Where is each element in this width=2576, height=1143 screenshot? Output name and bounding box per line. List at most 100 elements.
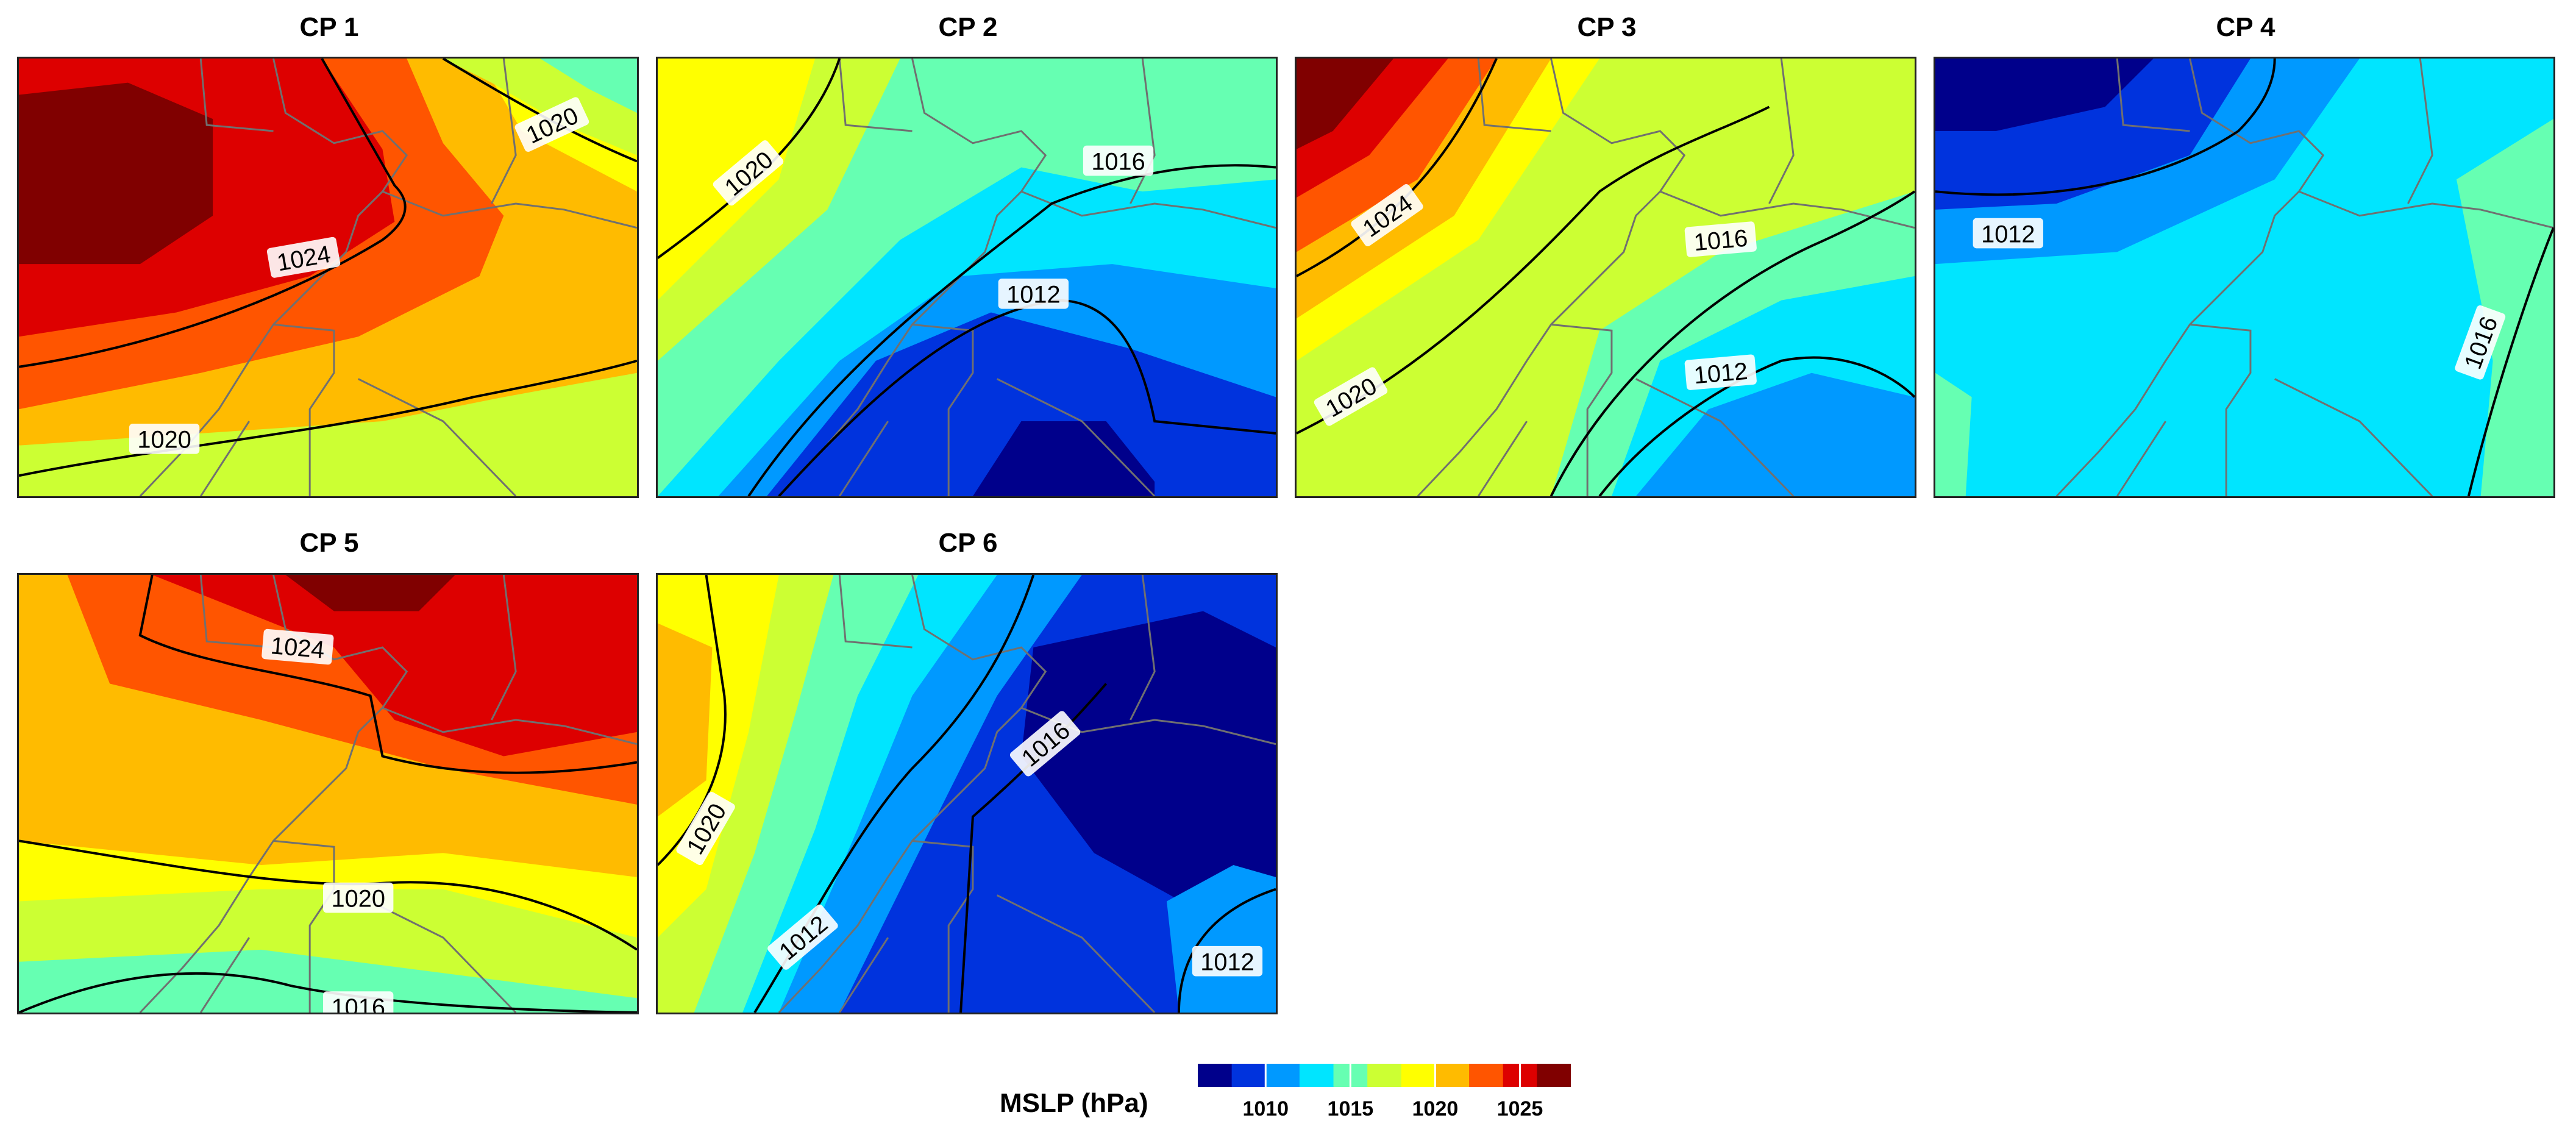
isobar-line <box>1598 356 1915 496</box>
legend-swatch <box>1435 1064 1470 1087</box>
coastline <box>1020 190 1276 229</box>
isobar-line <box>747 164 1276 496</box>
coastline <box>912 323 974 496</box>
isobar-line <box>1550 190 1915 496</box>
coastline <box>912 839 974 1013</box>
pressure-band <box>1297 59 1394 149</box>
coastline <box>1417 59 1686 496</box>
coastline <box>358 378 517 496</box>
legend-swatch <box>1401 1064 1436 1087</box>
coastline <box>997 894 1156 1013</box>
panel-title-cp4: CP 4 <box>2216 12 2275 42</box>
coastline <box>139 59 408 496</box>
coastline <box>1477 59 1551 132</box>
legend-swatch <box>1299 1064 1334 1087</box>
coastline <box>2298 190 2553 229</box>
coastline <box>382 707 637 746</box>
isobar-label-bg <box>998 278 1069 309</box>
isobar-label-bg <box>1684 354 1757 390</box>
pressure-band <box>1935 372 1972 496</box>
coastline <box>838 937 889 1013</box>
isobar-line <box>1935 59 2276 196</box>
isobar-label: 1016 <box>331 994 385 1013</box>
coastline <box>273 323 335 496</box>
isobar-label: 1016 <box>1693 225 1749 256</box>
pressure-band <box>285 575 455 611</box>
panel-title-cp3: CP 3 <box>1577 12 1637 42</box>
coastline <box>778 59 1047 496</box>
pressure-band <box>19 372 637 496</box>
isobar-line <box>1297 105 1770 435</box>
pressure-band <box>1021 611 1276 914</box>
isobar-label-bg <box>266 237 341 278</box>
isobar-line <box>1297 59 1498 277</box>
isobar-label-bg <box>1684 221 1757 257</box>
mslp-map: 1024 1020 1016 <box>19 575 637 1013</box>
panel-title-cp6: CP 6 <box>938 528 998 558</box>
map-panel-cp2: 1020 1016 1012 <box>656 57 1278 498</box>
isobar-line <box>19 359 637 477</box>
coastline <box>1659 190 1915 229</box>
isobar-label: 1012 <box>1981 221 2035 248</box>
coastline <box>1635 378 1795 496</box>
isobar-label-bg <box>323 882 394 913</box>
legend-tick-label: 1025 <box>1496 1097 1543 1120</box>
pressure-band <box>152 575 637 757</box>
panel-title-cp1: CP 1 <box>299 12 359 42</box>
pressure-band <box>1935 59 2154 132</box>
map-panel-cp6: 1020 1012 1016 1012 <box>656 573 1278 1014</box>
isobar-line <box>2467 227 2553 496</box>
coastline <box>491 59 517 204</box>
pressure-band <box>2456 119 2553 496</box>
legend-colorbar <box>1198 1064 1571 1087</box>
coastline <box>2274 378 2433 496</box>
legend-swatch <box>1537 1064 1571 1087</box>
coastline <box>491 575 517 721</box>
coastline <box>2190 323 2252 496</box>
legend-swatch <box>1469 1064 1504 1087</box>
panel-title-cp5: CP 5 <box>299 528 359 558</box>
isobar-label-bg <box>676 791 735 866</box>
isobar-label-bg <box>1083 145 1154 176</box>
legend-swatch <box>1198 1064 1233 1087</box>
isobar-line <box>1177 888 1276 1013</box>
coastline <box>199 421 251 496</box>
isobar-label: 1012 <box>1200 949 1254 976</box>
pressure-band <box>539 59 637 113</box>
isobar-label-bg <box>1009 711 1081 777</box>
isobar-label-bg <box>514 97 589 152</box>
isobar-line <box>19 972 637 1013</box>
coastline <box>997 378 1156 496</box>
coastline <box>2116 59 2190 132</box>
isobar-label-bg <box>713 140 784 206</box>
map-panel-cp3: 1024 1016 1020 1012 <box>1295 57 1916 498</box>
coastline <box>199 575 274 649</box>
map-panel-cp5: 1024 1020 1016 <box>17 573 639 1014</box>
coastline <box>382 190 637 229</box>
coastline <box>1551 323 1613 496</box>
pressure-band <box>766 312 1276 496</box>
coastline <box>838 59 913 132</box>
pressure-band <box>972 421 1155 496</box>
isobar-line <box>138 575 637 774</box>
map-panel-cp4: 1012 1016 <box>1934 57 2555 498</box>
coastline <box>838 421 889 496</box>
coastline <box>838 575 913 649</box>
isobar-label-bg <box>1314 367 1388 426</box>
isobar-label-bg <box>262 628 334 665</box>
isobar-label-bg <box>1351 184 1423 246</box>
legend-swatch <box>1367 1064 1402 1087</box>
isobar-label-bg <box>767 904 838 970</box>
coastline <box>1768 59 1795 204</box>
coastline <box>139 575 408 1013</box>
isobar-label: 1020 <box>331 885 385 912</box>
isobar-line <box>442 59 637 163</box>
isobar-label: 1016 <box>1091 149 1145 176</box>
pressure-band <box>19 949 637 1013</box>
pressure-band <box>1635 372 1915 496</box>
legend-swatch <box>1231 1064 1266 1087</box>
